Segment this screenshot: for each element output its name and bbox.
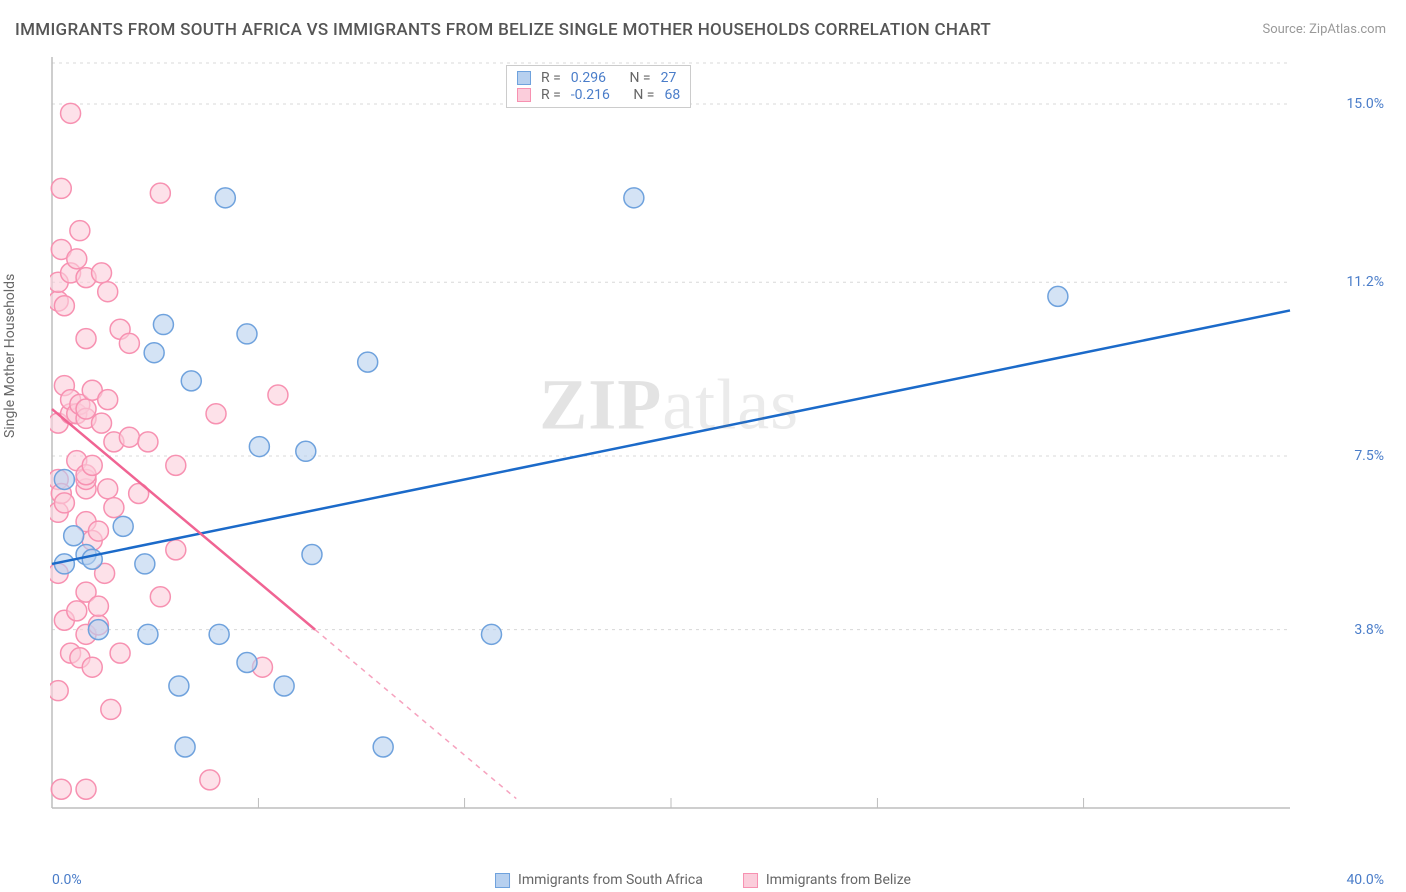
swatch-south-africa	[517, 71, 531, 85]
y-tick-label: 7.5%	[1354, 448, 1384, 464]
source-label: Source: ZipAtlas.com	[1262, 22, 1386, 37]
y-tick-label: 11.2%	[1346, 274, 1384, 290]
r-label: R =	[541, 87, 561, 103]
r-label: R =	[541, 70, 561, 86]
correlation-stats-box: R = 0.296 N = 27 R = -0.216 N = 68	[506, 65, 691, 108]
stats-row-south-africa: R = 0.296 N = 27	[517, 70, 680, 86]
x-axis-max-label: 40.0%	[1346, 872, 1384, 888]
n-label: N =	[633, 87, 654, 103]
legend-label-south-africa: Immigrants from South Africa	[518, 872, 703, 888]
x-axis-min-label: 0.0%	[52, 872, 82, 888]
r-value-south-africa: 0.296	[571, 70, 606, 86]
legend-label-belize: Immigrants from Belize	[766, 872, 911, 888]
n-value-south-africa: 27	[661, 70, 677, 86]
stats-row-belize: R = -0.216 N = 68	[517, 87, 680, 103]
r-value-belize: -0.216	[571, 87, 610, 103]
legend-item-belize: Immigrants from Belize	[743, 872, 911, 888]
y-tick-label: 15.0%	[1346, 96, 1384, 112]
scatter-chart-svg	[50, 55, 1340, 833]
chart-title: IMMIGRANTS FROM SOUTH AFRICA VS IMMIGRAN…	[15, 20, 991, 40]
legend-item-south-africa: Immigrants from South Africa	[495, 872, 703, 888]
n-value-belize: 68	[664, 87, 680, 103]
n-label: N =	[629, 70, 650, 86]
bottom-legend: Immigrants from South Africa Immigrants …	[495, 872, 911, 888]
swatch-belize	[517, 88, 531, 102]
legend-swatch-south-africa	[495, 873, 510, 888]
chart-plot-area: ZIPatlas R = 0.296 N = 27 R = -0.216 N =…	[50, 55, 1340, 833]
legend-swatch-belize	[743, 873, 758, 888]
y-tick-label: 3.8%	[1354, 622, 1384, 638]
y-axis-label: Single Mother Households	[2, 274, 18, 438]
